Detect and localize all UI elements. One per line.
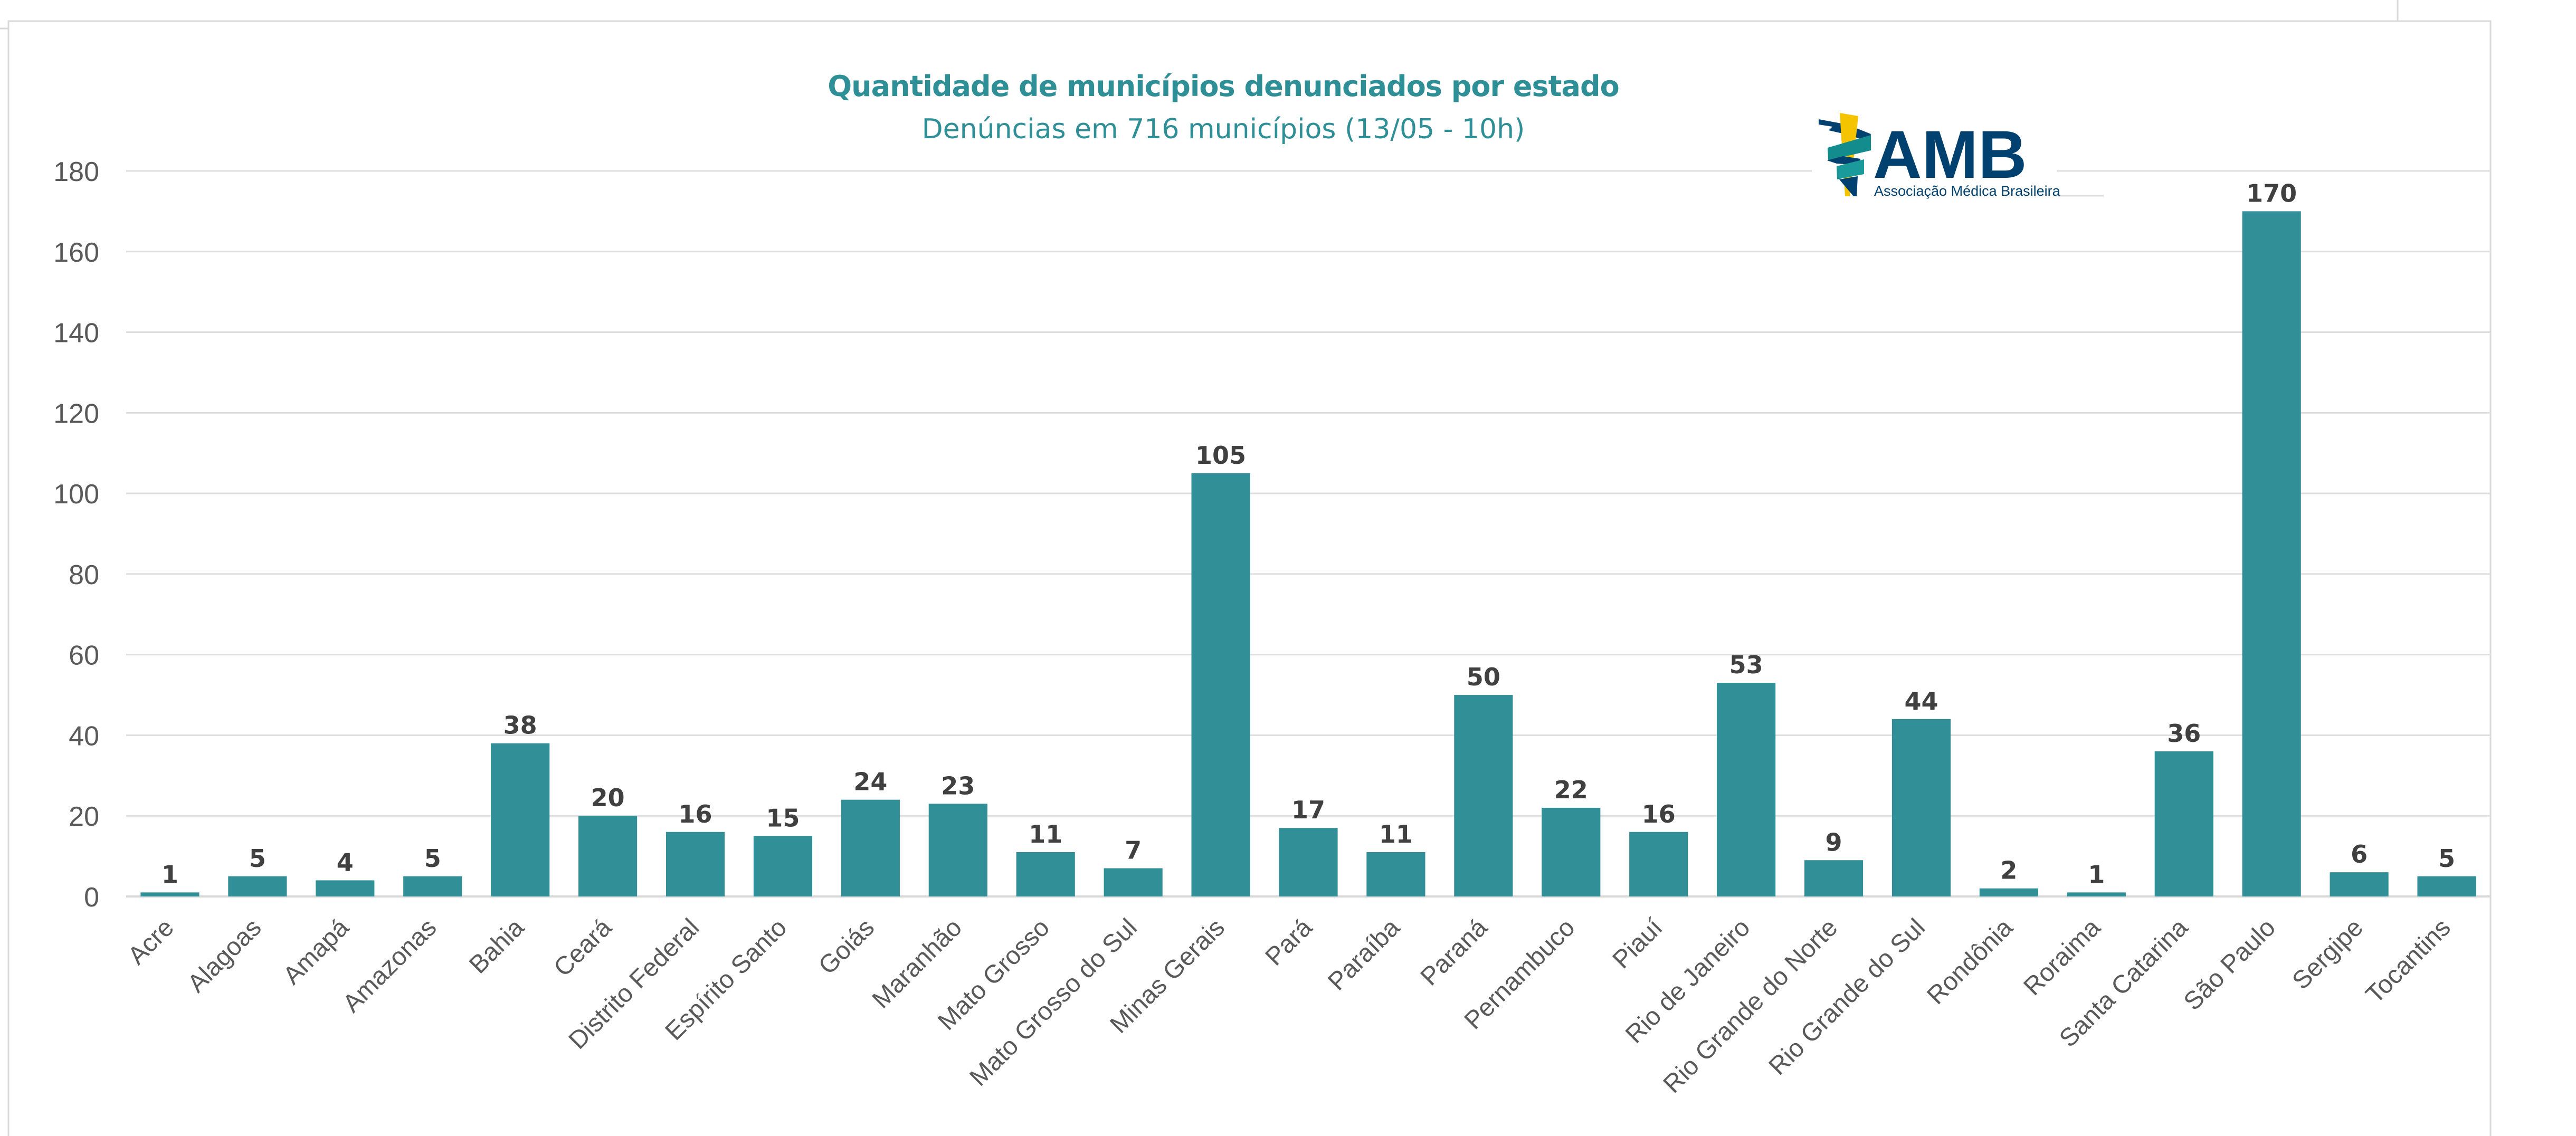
data-label: 16 — [1642, 800, 1676, 828]
data-label: 17 — [1291, 796, 1325, 824]
y-tick-label: 0 — [84, 882, 99, 913]
bar — [2154, 751, 2213, 896]
data-label: 22 — [1554, 776, 1588, 804]
bar — [140, 892, 199, 896]
logo-name: Associação Médica Brasileira — [1874, 183, 2061, 199]
chart-title: Quantidade de municípios denunciados por… — [828, 70, 1619, 103]
bar — [2417, 876, 2476, 896]
data-label: 2 — [2000, 856, 2017, 885]
bars — [140, 211, 2476, 896]
bar — [1717, 683, 1776, 896]
y-tick-label: 80 — [69, 560, 99, 590]
y-tick-label: 160 — [53, 237, 99, 268]
bar — [1891, 719, 1951, 896]
data-label: 44 — [1904, 687, 1938, 715]
bar — [1629, 832, 1688, 896]
bar — [753, 836, 813, 896]
data-label: 4 — [337, 848, 354, 876]
data-label: 1 — [161, 860, 178, 889]
bar — [1191, 473, 1250, 896]
y-tick-label: 60 — [69, 641, 99, 671]
data-label: 24 — [853, 768, 887, 796]
data-label: 170 — [2246, 179, 2297, 207]
bar — [1279, 828, 1338, 896]
bar — [228, 876, 287, 896]
data-label: 105 — [1195, 441, 1246, 470]
bar — [1542, 807, 1601, 896]
bar — [1104, 868, 1163, 896]
data-label: 15 — [766, 804, 800, 832]
bar — [666, 832, 725, 896]
data-label: 16 — [679, 800, 712, 828]
y-tick-label: 140 — [53, 318, 99, 349]
data-label: 20 — [591, 784, 625, 812]
bar — [1366, 852, 1425, 896]
data-label: 23 — [941, 771, 975, 800]
data-label: 36 — [2167, 719, 2201, 748]
bar — [2067, 892, 2126, 896]
caduceus-icon — [1819, 113, 1871, 196]
data-label: 9 — [1826, 828, 1842, 856]
data-label: 7 — [1125, 836, 1142, 865]
y-tick-label: 120 — [53, 398, 99, 429]
bar — [2242, 211, 2301, 896]
data-label: 11 — [1029, 820, 1062, 848]
y-tick-label: 20 — [69, 801, 99, 832]
data-label: 53 — [1729, 651, 1763, 679]
bar — [841, 799, 900, 896]
bar — [1454, 695, 1513, 896]
bar — [2330, 872, 2389, 896]
data-label: 11 — [1379, 820, 1413, 848]
y-tick-label: 40 — [69, 721, 99, 751]
y-tick-label: 180 — [53, 157, 99, 187]
bar — [1804, 860, 1864, 896]
amb-logo: AMB Associação Médica Brasileira — [1812, 106, 2104, 203]
data-label: 5 — [249, 844, 266, 873]
data-label: 38 — [503, 711, 537, 740]
y-tick-label: 100 — [53, 479, 99, 510]
bar — [1979, 888, 2038, 896]
bar — [491, 743, 550, 896]
chart-subtitle: Denúncias em 716 municípios (13/05 - 10h… — [922, 113, 1525, 145]
y-axis: 0 20 40 60 80 100 120 140 160 180 — [53, 157, 99, 913]
data-label: 5 — [2438, 844, 2455, 873]
bar — [578, 816, 638, 896]
data-label: 6 — [2351, 840, 2368, 868]
bar — [1016, 852, 1075, 896]
bar — [928, 804, 987, 896]
data-label: 5 — [424, 844, 441, 873]
data-label: 1 — [2088, 860, 2105, 889]
data-label: 50 — [1467, 663, 1500, 691]
logo-acronym: AMB — [1873, 117, 2027, 193]
bar — [403, 876, 462, 896]
bar — [316, 880, 375, 896]
